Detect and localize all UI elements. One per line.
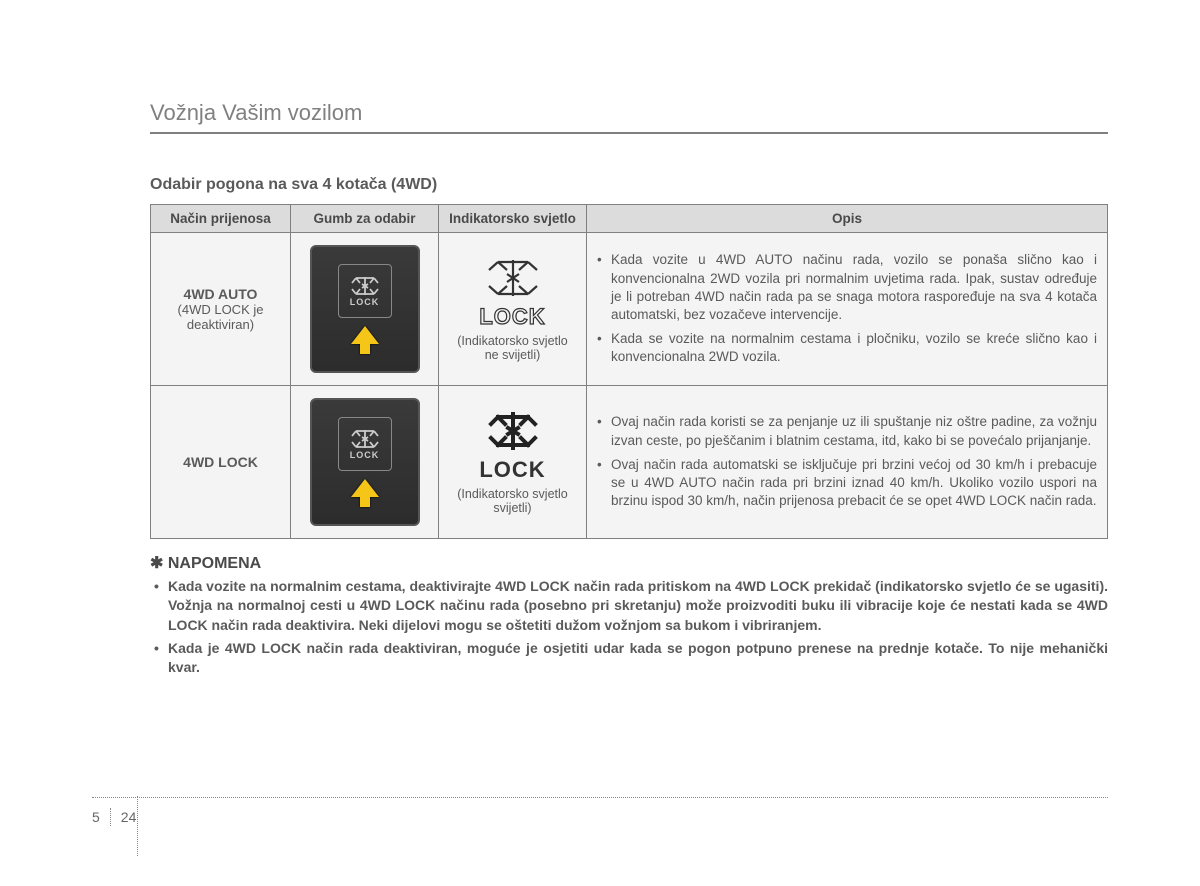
desc-item: Kada se vozite na normalnim cestama i pl… <box>597 330 1097 366</box>
page-number: 24 <box>121 809 137 825</box>
drivetrain-icon <box>350 275 380 297</box>
mode-sub: (4WD LOCK je deaktiviran) <box>161 302 280 332</box>
lock-word-outline: LOCK <box>479 304 545 330</box>
desc-item: Ovaj način rada automatski se isključuje… <box>597 456 1097 511</box>
th-desc: Opis <box>587 205 1108 233</box>
lock-button-graphic: LOCK <box>310 398 420 526</box>
desc-list: Kada vozite u 4WD AUTO načinu rada, vozi… <box>597 251 1097 366</box>
page-num-sep <box>110 808 111 826</box>
button-label: LOCK <box>350 297 380 307</box>
note-heading-text: NAPOMENA <box>168 555 261 572</box>
mode-name: 4WD AUTO <box>161 286 280 302</box>
chapter-number: 5 <box>92 809 100 825</box>
section-underline <box>150 132 1108 134</box>
arrow-up-icon <box>351 320 379 354</box>
lock-button-graphic: LOCK <box>310 245 420 373</box>
desc-list: Ovaj način rada koristi se za penjanje u… <box>597 413 1097 510</box>
th-mode: Način prijenosa <box>151 205 291 233</box>
indicator-note: (Indikatorsko svjetlo ne svijetli) <box>449 334 576 362</box>
table-row: 4WD AUTO (4WD LOCK je deaktiviran) <box>151 233 1108 386</box>
table-row: 4WD LOCK LOCK <box>151 386 1108 539</box>
indicator-icon <box>485 409 541 453</box>
note-heading: ✱ NAPOMENA <box>150 553 1108 573</box>
section-title: Vožnja Vašim vozilom <box>150 100 1108 126</box>
th-button: Gumb za odabir <box>291 205 439 233</box>
lock-word: LOCK <box>479 457 545 483</box>
drivetrain-icon <box>350 428 380 450</box>
indicator-note: (Indikatorsko svjetlo svijetli) <box>449 487 576 515</box>
desc-item: Ovaj način rada koristi se za penjanje u… <box>597 413 1097 449</box>
note-item: Kada je 4WD LOCK način rada deaktiviran,… <box>150 639 1108 678</box>
button-label: LOCK <box>350 450 380 460</box>
footer-divider <box>137 796 138 856</box>
mode-table: Način prijenosa Gumb za odabir Indikator… <box>150 204 1108 539</box>
page-footer: 5 24 <box>92 797 1108 826</box>
indicator-icon <box>485 256 541 300</box>
arrow-up-icon <box>351 473 379 507</box>
note-item: Kada vozite na normalnim cestama, deakti… <box>150 577 1108 635</box>
note-block: ✱ NAPOMENA Kada vozite na normalnim cest… <box>150 553 1108 678</box>
mode-name: 4WD LOCK <box>161 454 280 470</box>
th-indicator: Indikatorsko svjetlo <box>439 205 587 233</box>
subtitle: Odabir pogona na sva 4 kotača (4WD) <box>150 176 1108 194</box>
note-marker: ✱ <box>150 555 163 572</box>
desc-item: Kada vozite u 4WD AUTO načinu rada, vozi… <box>597 251 1097 324</box>
